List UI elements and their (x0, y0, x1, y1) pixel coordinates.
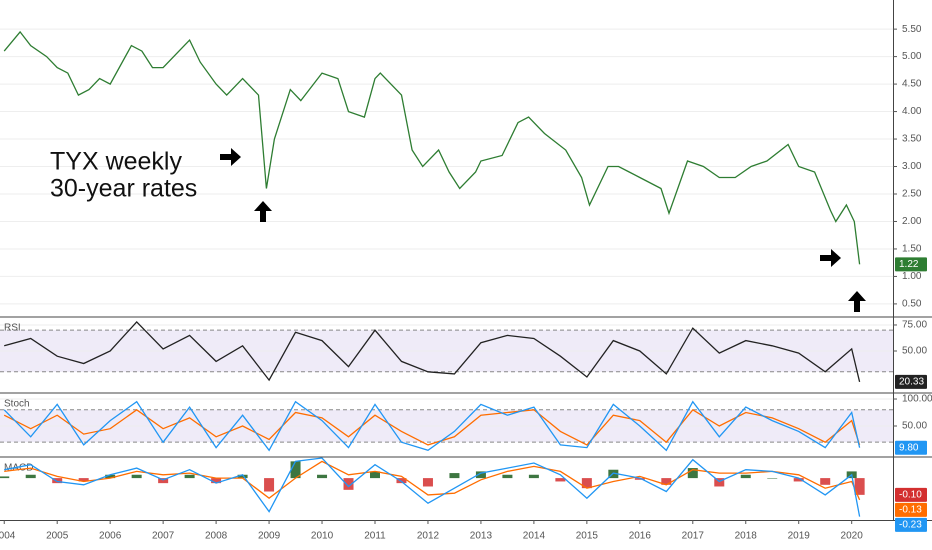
histogram-bar (528, 474, 539, 479)
y-tick-label: 1.00 (902, 271, 922, 282)
last-value-tag (895, 440, 927, 455)
x-tick-label: 2010 (311, 531, 334, 542)
arrow (820, 249, 841, 267)
last-value-label: -0.23 (899, 520, 922, 531)
last-value-tag (895, 487, 927, 502)
annotation: TYX weekly (50, 148, 182, 176)
y-tick-label: 2.00 (902, 216, 922, 227)
histogram-bar (422, 478, 433, 487)
histogram-bar (555, 478, 566, 482)
x-tick-label: 2016 (629, 531, 652, 542)
y-tick-label: 1.50 (902, 244, 922, 255)
annotation: 30-year rates (50, 175, 197, 203)
y-tick-label: 2.50 (902, 189, 922, 200)
x-tick-label: 2007 (152, 531, 175, 542)
y-tick-label: 5.00 (902, 51, 922, 62)
histogram-bar (264, 478, 275, 492)
histogram-bar (854, 478, 865, 495)
last-value-label: -0.13 (899, 505, 922, 516)
y-tick-label: 3.50 (902, 134, 922, 145)
y-tick-label: 3.00 (902, 161, 922, 172)
pane-title: RSI (4, 323, 21, 334)
separators (0, 0, 932, 521)
histogram-bar (317, 474, 328, 479)
x-tick-label: 2013 (470, 531, 493, 542)
x-tick-label: 2006 (99, 531, 122, 542)
histogram-bar (78, 478, 89, 482)
arrow (254, 201, 272, 222)
y-tick-label: 100.00 (902, 394, 932, 405)
histogram-bar (369, 471, 380, 479)
x-tick-label: 2009 (258, 531, 281, 542)
last-value-label: 20.33 (899, 377, 924, 388)
arrow (848, 291, 866, 312)
x-tick-label: 2012 (417, 531, 440, 542)
series-line (4, 320, 861, 383)
y-tick-label: 4.50 (902, 79, 922, 90)
histogram-bar (158, 478, 169, 484)
histogram-bar (290, 461, 301, 479)
histogram-bar (714, 478, 725, 487)
arrows (220, 148, 866, 312)
pane-title: Stoch (4, 399, 30, 410)
histogram-bar (396, 478, 407, 484)
arrow (220, 148, 241, 166)
x-tick-label: 2005 (46, 531, 69, 542)
last-value-tag (895, 502, 927, 517)
last-value-tag (895, 517, 927, 532)
y-tick-label: 50.00 (902, 421, 927, 432)
y-tick-label: 75.00 (902, 320, 927, 331)
histogram-bar (105, 474, 116, 479)
histogram-bar (449, 473, 460, 479)
series-line (4, 460, 861, 501)
last-value-tag (895, 257, 927, 272)
series-line (3, 400, 861, 452)
histogram-bar (740, 474, 751, 479)
histogram-bar (131, 474, 142, 479)
histogram-bar (793, 478, 804, 482)
histogram-bar (52, 478, 63, 484)
x-tick-label: 2015 (576, 531, 599, 542)
x-tick-label: 2017 (682, 531, 705, 542)
histogram-bar (687, 468, 698, 479)
histogram-bar (475, 471, 486, 479)
histogram-bar (237, 474, 248, 479)
pane-title: MACD (4, 463, 33, 474)
x-tick-label: 2020 (841, 531, 864, 542)
series-line (3, 30, 861, 265)
x-tick-label: 2018 (735, 531, 758, 542)
x-tick-label: 2004 (0, 531, 16, 542)
histogram-bar (820, 478, 831, 485)
histogram-bar (767, 478, 778, 479)
histogram-bar (211, 478, 222, 484)
last-value-tag (895, 374, 927, 389)
histogram-bar (343, 478, 354, 490)
last-value-label: -0.10 (899, 490, 922, 501)
histogram-bar (0, 476, 10, 479)
x-tick-label: 2019 (788, 531, 811, 542)
x-tick-label: 2011 (364, 531, 386, 542)
histogram-bar (634, 478, 645, 480)
y-tick-label: 50.00 (902, 346, 927, 357)
x-tick-label: 2014 (523, 531, 546, 542)
last-value-label: 9.80 (899, 442, 919, 453)
series-line (4, 457, 861, 517)
y-tick-label: 4.00 (902, 106, 922, 117)
x-tick-label: 2008 (205, 531, 228, 542)
histogram-bar (581, 478, 592, 489)
histogram-bar (502, 474, 513, 479)
y-tick-label: 5.50 (902, 24, 922, 35)
y-tick-label: 0.50 (902, 299, 922, 310)
histogram-bar (25, 474, 36, 479)
histogram-bar (661, 478, 672, 485)
histogram-bar (184, 474, 195, 479)
last-value-label: 1.22 (899, 259, 919, 270)
